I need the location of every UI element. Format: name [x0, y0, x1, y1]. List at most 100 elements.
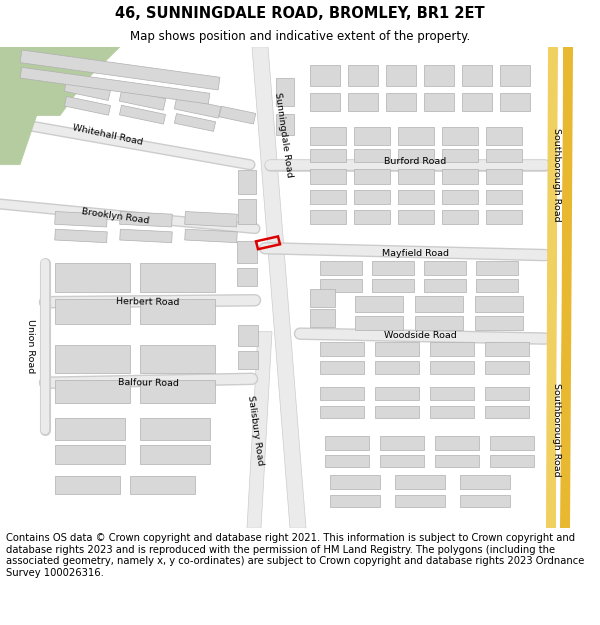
Bar	[486, 127, 522, 145]
Bar	[415, 316, 463, 330]
Bar	[130, 476, 195, 494]
Bar	[20, 50, 220, 90]
Bar	[395, 475, 445, 489]
Bar	[185, 211, 238, 227]
Bar	[310, 190, 346, 204]
Text: Map shows position and indicative extent of the property.: Map shows position and indicative extent…	[130, 30, 470, 43]
Bar	[55, 299, 130, 324]
Bar	[55, 444, 125, 464]
Bar	[500, 93, 530, 111]
Bar	[398, 149, 434, 162]
Bar	[462, 64, 492, 86]
Bar	[355, 316, 403, 330]
Bar	[310, 289, 335, 307]
Bar	[237, 241, 257, 263]
Bar	[485, 387, 529, 401]
Bar	[486, 210, 522, 224]
Bar	[119, 89, 166, 110]
Bar	[320, 406, 364, 418]
Bar	[375, 406, 419, 418]
Bar	[140, 346, 215, 373]
Bar	[140, 418, 210, 440]
Bar	[442, 169, 478, 184]
Bar	[320, 387, 364, 401]
Bar	[348, 64, 378, 86]
Bar	[140, 263, 215, 292]
Text: Union Road: Union Road	[25, 319, 35, 374]
Bar	[140, 380, 215, 403]
Bar	[175, 114, 215, 131]
Bar	[310, 210, 346, 224]
Bar	[354, 210, 390, 224]
Bar	[386, 64, 416, 86]
Bar	[442, 210, 478, 224]
Polygon shape	[546, 47, 558, 528]
Bar	[476, 261, 518, 275]
Bar	[372, 261, 414, 275]
Bar	[442, 149, 478, 162]
Bar	[238, 351, 258, 369]
Bar	[320, 279, 362, 292]
Text: Contains OS data © Crown copyright and database right 2021. This information is : Contains OS data © Crown copyright and d…	[6, 533, 584, 578]
Bar	[310, 64, 340, 86]
Bar	[238, 325, 258, 346]
Text: Salisbury Road: Salisbury Road	[245, 394, 265, 466]
Bar	[330, 495, 380, 506]
Text: Southborough Road: Southborough Road	[553, 383, 562, 477]
Bar	[310, 93, 340, 111]
Bar	[320, 341, 364, 356]
Bar	[424, 93, 454, 111]
Bar	[430, 341, 474, 356]
Bar	[398, 169, 434, 184]
Polygon shape	[252, 47, 306, 528]
Bar	[380, 436, 424, 449]
Bar	[174, 98, 221, 118]
Bar	[119, 211, 172, 227]
Bar	[500, 64, 530, 86]
Bar	[238, 169, 256, 194]
Text: Balfour Road: Balfour Road	[118, 378, 179, 388]
Bar	[442, 190, 478, 204]
Text: Burford Road: Burford Road	[384, 158, 446, 166]
Bar	[490, 436, 534, 449]
Text: Southborough Road: Southborough Road	[553, 127, 562, 221]
Bar	[486, 190, 522, 204]
Polygon shape	[247, 332, 272, 528]
Polygon shape	[0, 106, 40, 165]
Text: Brooklyn Road: Brooklyn Road	[80, 207, 149, 225]
Bar	[476, 279, 518, 292]
Bar	[55, 229, 107, 242]
Bar	[486, 169, 522, 184]
Bar	[64, 96, 110, 115]
Bar	[435, 436, 479, 449]
Bar	[55, 418, 125, 440]
Bar	[424, 64, 454, 86]
Bar	[348, 93, 378, 111]
Bar	[20, 68, 210, 104]
Bar	[330, 475, 380, 489]
Text: Herbert Road: Herbert Road	[116, 297, 180, 308]
Bar	[140, 444, 210, 464]
Bar	[398, 210, 434, 224]
Bar	[219, 106, 256, 124]
Text: Sunningdale Road: Sunningdale Road	[272, 92, 293, 178]
Bar	[475, 296, 523, 312]
Text: Mayfield Road: Mayfield Road	[382, 249, 449, 258]
Bar	[140, 299, 215, 324]
Bar	[485, 361, 529, 374]
Bar	[462, 93, 492, 111]
Bar	[310, 149, 346, 162]
Bar	[55, 211, 107, 227]
Polygon shape	[5, 47, 120, 145]
Bar	[354, 149, 390, 162]
Bar	[486, 149, 522, 162]
Bar	[386, 93, 416, 111]
Bar	[355, 296, 403, 312]
Bar	[310, 169, 346, 184]
Bar	[276, 78, 294, 106]
Bar	[320, 261, 362, 275]
Bar	[395, 495, 445, 506]
Bar	[398, 127, 434, 145]
Bar	[475, 316, 523, 330]
Polygon shape	[556, 47, 563, 528]
